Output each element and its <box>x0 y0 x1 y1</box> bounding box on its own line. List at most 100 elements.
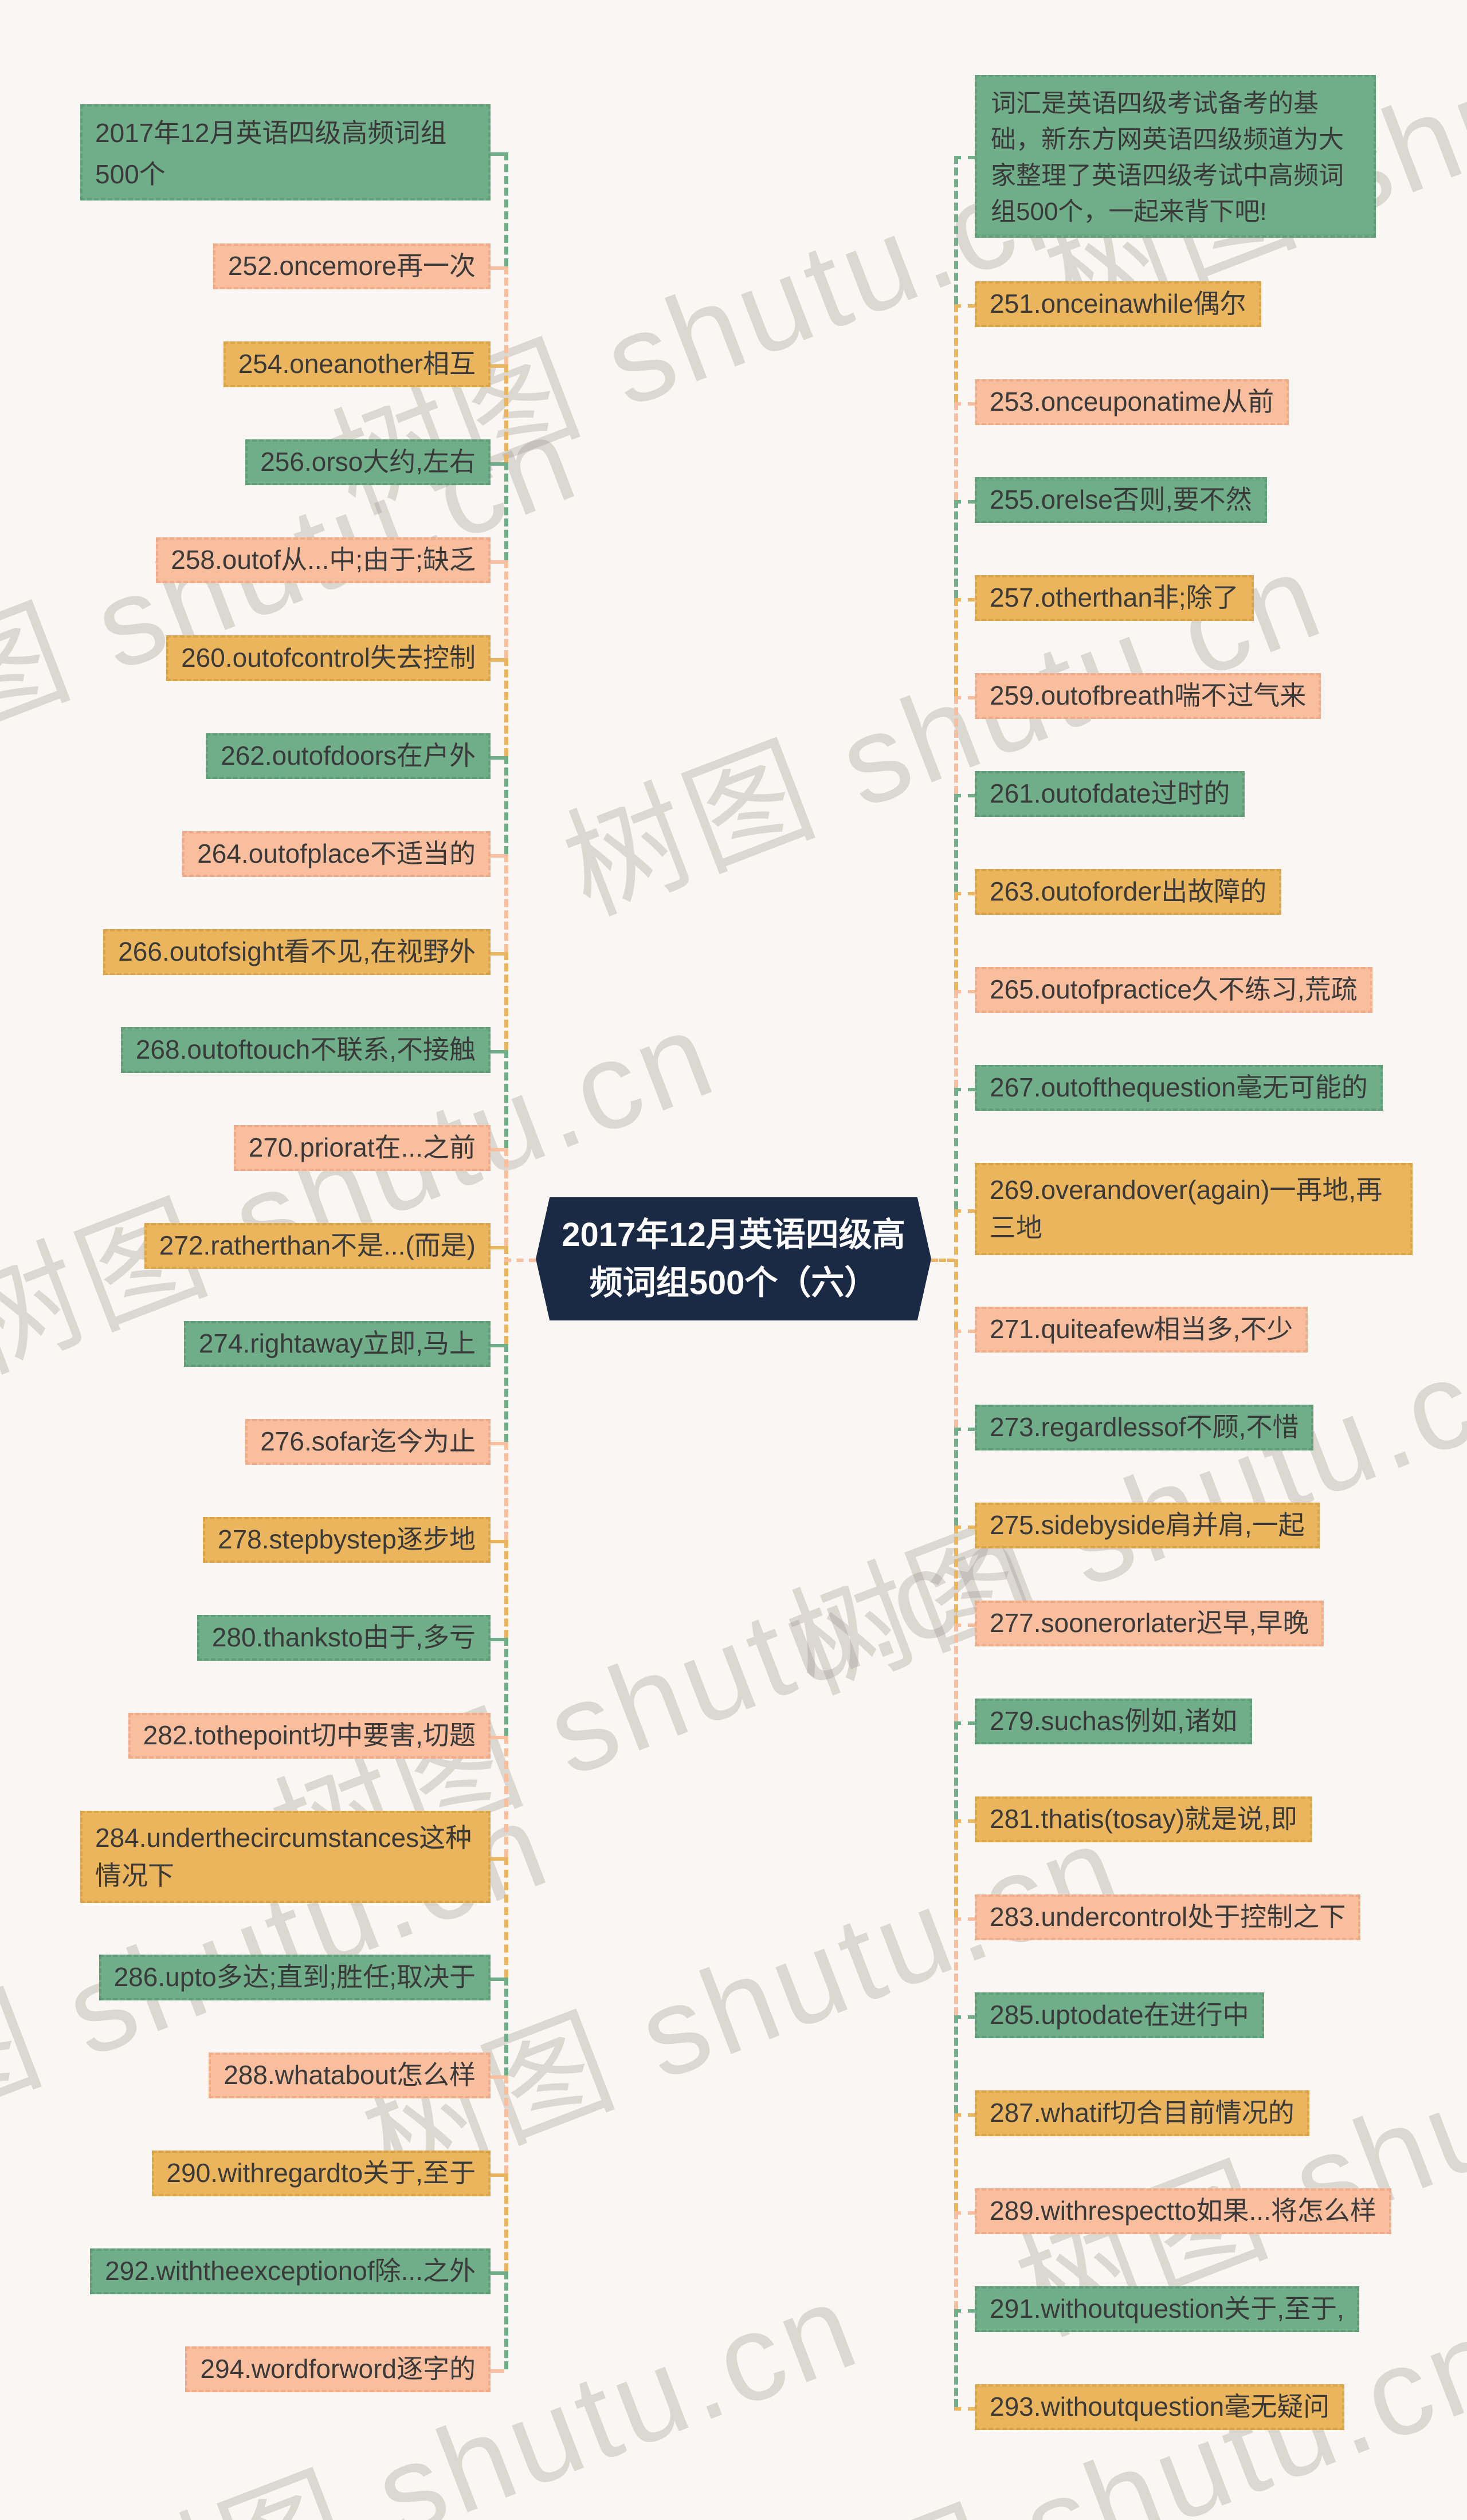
phrase-box[interactable]: 285.uptodate在进行中 <box>975 1992 1264 2038</box>
connector-stub <box>931 1259 954 1262</box>
branch-line <box>504 266 508 364</box>
branch-line <box>504 1736 508 1857</box>
phrase-box[interactable]: 275.sidebyside肩并肩,一起 <box>975 1503 1320 1548</box>
phrase-box[interactable]: 254.oneanother相互 <box>223 341 491 387</box>
branch-line <box>954 1428 958 1526</box>
phrase-box[interactable]: 261.outofdate过时的 <box>975 771 1245 817</box>
phrase-box[interactable]: 266.outofsight看不见,在视野外 <box>103 929 491 975</box>
phrase-box[interactable]: 287.whatif切合目前情况的 <box>975 2090 1309 2136</box>
connector-stub <box>491 462 504 466</box>
phrase-box[interactable]: 279.suchas例如,诸如 <box>975 1699 1253 1744</box>
phrase-box[interactable]: 256.orso大约,左右 <box>245 439 491 485</box>
connector-stub <box>954 990 975 993</box>
phrase-box[interactable]: 257.otherthan非;除了 <box>975 575 1254 621</box>
branch-line <box>504 2271 508 2369</box>
branch-line <box>504 1344 508 1442</box>
phrase-box[interactable]: 271.quiteafew相当多,不少 <box>975 1307 1308 1353</box>
phrase-box[interactable]: 293.withoutquestion毫无疑问 <box>975 2384 1345 2430</box>
phrase-box[interactable]: 262.outofdoors在户外 <box>206 733 491 779</box>
branch-line <box>504 560 508 658</box>
branch-line <box>954 1623 958 1721</box>
connector-stub <box>954 1428 975 1431</box>
connector-stub <box>954 2015 975 2019</box>
connector-stub <box>491 364 504 368</box>
connector-stub <box>954 402 975 406</box>
branch-line <box>954 598 958 696</box>
phrase-box[interactable]: 252.oncemore再一次 <box>213 243 491 289</box>
branch-line <box>954 1088 958 1209</box>
phrase-box[interactable]: 272.ratherthan不是...(而是) <box>144 1223 491 1269</box>
branch-line <box>954 1330 958 1428</box>
phrase-box[interactable]: 289.withrespectto如果...将怎么样 <box>975 2188 1391 2234</box>
phrase-box[interactable]: 291.withoutquestion关于,至于, <box>975 2286 1359 2332</box>
phrase-box[interactable]: 267.outofthequestion毫无可能的 <box>975 1065 1383 1111</box>
root-node[interactable]: 2017年12月英语四级高频词组500个（六） <box>536 1197 931 1320</box>
branch-line <box>954 500 958 598</box>
branch-line <box>954 2113 958 2211</box>
branch-line <box>954 1721 958 1819</box>
phrase-box[interactable]: 265.outofpractice久不练习,荒疏 <box>975 967 1372 1013</box>
intro-box[interactable]: 词汇是英语四级考试备考的基础，新东方网英语四级频道为大家整理了英语四级考试中高频… <box>975 75 1376 238</box>
phrase-box[interactable]: 255.orelse否则,要不然 <box>975 477 1267 523</box>
branch-line <box>504 1148 508 1246</box>
phrase-box[interactable]: 284.underthecircumstances这种情况下 <box>80 1811 491 1903</box>
phrase-box[interactable]: 290.withregardto关于,至于 <box>151 2151 491 2196</box>
connector-stub <box>491 1857 504 1861</box>
branch-line <box>954 2211 958 2309</box>
phrase-box[interactable]: 273.regardlessof不顾,不惜 <box>975 1405 1314 1450</box>
branch-line <box>504 1442 508 1540</box>
branch-line <box>504 756 508 854</box>
connector-stub <box>491 952 504 956</box>
phrase-box[interactable]: 268.outoftouch不联系,不接触 <box>120 1027 491 1073</box>
phrase-box[interactable]: 286.upto多达;直到;胜任;取决于 <box>99 1955 491 2000</box>
phrase-box[interactable]: 263.outoforder出故障的 <box>975 869 1282 915</box>
connector-stub <box>491 2271 504 2275</box>
connector-stub <box>491 1736 504 1739</box>
phrase-box[interactable]: 294.wordforword逐字的 <box>185 2346 491 2392</box>
phrase-box[interactable]: 258.outof从...中;由于;缺乏 <box>156 537 491 583</box>
phrase-box[interactable]: 259.outofbreath喘不过气来 <box>975 673 1321 719</box>
branch-line <box>504 462 508 560</box>
phrase-box[interactable]: 277.soonerorlater迟早,早晚 <box>975 1601 1324 1646</box>
connector-stub <box>491 1344 504 1347</box>
connector-stub <box>954 892 975 895</box>
branch-line <box>954 304 958 402</box>
branch-line <box>504 1050 508 1148</box>
phrase-box[interactable]: 251.onceinawhile偶尔 <box>975 281 1261 327</box>
phrase-box[interactable]: 276.sofar迄今为止 <box>245 1419 491 1465</box>
connector-stub <box>954 156 975 159</box>
connector-stub <box>491 756 504 760</box>
branch-line <box>954 794 958 892</box>
branch-line <box>504 1540 508 1638</box>
phrase-box[interactable]: 288.whatabout怎么样 <box>209 2053 491 2098</box>
phrase-box[interactable]: 253.onceuponatime从前 <box>975 379 1289 425</box>
phrase-box[interactable]: 292.withtheexceptionof除...之外 <box>90 2248 491 2294</box>
phrase-box[interactable]: 280.thanksto由于,多亏 <box>197 1615 491 1661</box>
branch-line <box>504 1638 508 1736</box>
phrase-box[interactable]: 278.stepbystep逐步地 <box>202 1517 491 1563</box>
phrase-box[interactable]: 270.priorat在...之前 <box>233 1125 491 1171</box>
branch-line <box>954 2015 958 2113</box>
phrase-box[interactable]: 281.thatis(tosay)就是说,即 <box>975 1796 1312 1842</box>
branch-line <box>954 2309 958 2407</box>
phrase-box[interactable]: 264.outofplace不适当的 <box>182 831 491 877</box>
connector-stub <box>491 560 504 564</box>
connector-stub <box>954 1623 975 1627</box>
phrase-box[interactable]: 269.overandover(again)一再地,再三地 <box>975 1163 1413 1255</box>
branch-line <box>504 1978 508 2075</box>
branch-line <box>954 1526 958 1623</box>
connector-stub <box>954 1526 975 1529</box>
branch-line <box>954 156 958 304</box>
phrase-box[interactable]: 282.tothepoint切中要害,切题 <box>128 1713 491 1759</box>
phrase-box[interactable]: 260.outofcontrol失去控制 <box>166 635 491 681</box>
phrase-box[interactable]: 283.undercontrol处于控制之下 <box>975 1894 1361 1940</box>
connector-stub <box>954 794 975 797</box>
connector-stub <box>504 1259 536 1262</box>
branch-line <box>504 1857 508 1978</box>
phrase-box[interactable]: 274.rightaway立即,马上 <box>183 1321 491 1367</box>
branch-line <box>504 152 508 266</box>
connector-stub <box>491 152 504 156</box>
branch-line <box>954 892 958 990</box>
title-box[interactable]: 2017年12月英语四级高频词组500个 <box>80 104 491 201</box>
